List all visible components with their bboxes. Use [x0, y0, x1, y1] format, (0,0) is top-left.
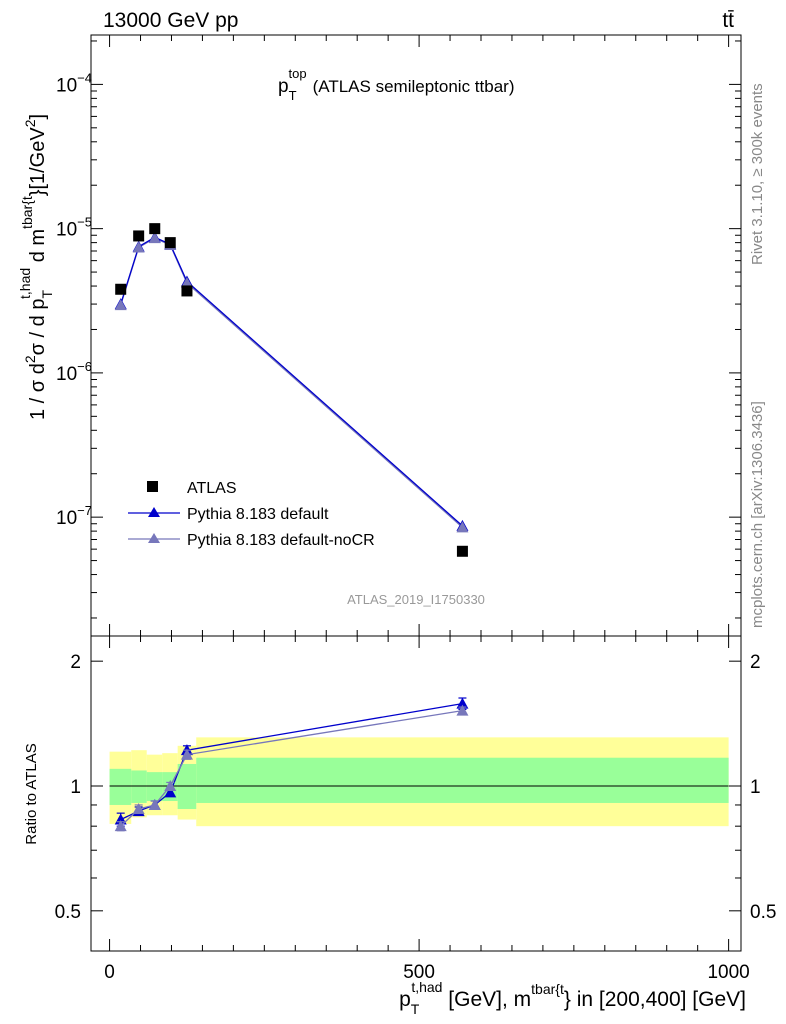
main-y-tick-label: 10−7	[56, 503, 92, 529]
ratio-point-nocr-4	[180, 748, 193, 760]
rivet-version-label: Rivet 3.1.10, ≥ 300k events	[749, 83, 766, 265]
ratio-point-nocr-5	[456, 704, 469, 716]
ratio-point-default-3	[164, 786, 177, 798]
main-y-tick-label: 10−4	[56, 70, 92, 96]
ratio-point-nocr-2	[148, 798, 161, 810]
main-point-nocr-2	[148, 232, 161, 244]
main-point-atlas-3	[164, 237, 176, 249]
x-axis-label: pTt,had [GeV], mtbar{t} in [200,400] [Ge…	[399, 979, 746, 1017]
ratio-y-tick-label-right: 2	[750, 652, 761, 673]
x-tick-label: 1000	[707, 962, 749, 983]
main-y-tick-label: 10−6	[56, 359, 92, 385]
main-point-atlas-4	[181, 285, 193, 297]
main-point-atlas-2	[149, 223, 161, 235]
plot-title: pTtop(ATLAS semileptonic ttbar)	[278, 66, 514, 103]
ratio-y-tick-label: 1	[70, 777, 81, 798]
main-point-nocr-1	[132, 241, 145, 253]
ratio-point-default-5	[456, 697, 469, 709]
ratio-point-nocr-3	[164, 779, 177, 791]
main-plot-frame: 10−4 10−5 10−6 10−7	[56, 34, 742, 637]
main-line-default	[120, 236, 463, 527]
band-inner-1	[131, 770, 147, 803]
main-point-nocr-4	[180, 276, 193, 288]
legend-default-marker	[148, 507, 160, 517]
ratio-y-tick-label-right: 1	[750, 777, 761, 798]
main-point-nocr-5	[456, 521, 469, 533]
legend-nocr-label: Pythia 8.183 default-noCR	[187, 532, 375, 549]
ratio-point-nocr-1	[132, 803, 145, 815]
band-inner-5	[196, 757, 729, 803]
legend-atlas-marker	[147, 481, 158, 492]
ratio-uncertainty-bands	[109, 737, 729, 827]
ratio-y-tick-label: 2	[70, 652, 81, 673]
header-process-label: tt̄	[722, 9, 734, 32]
x-tick-label: 0	[104, 962, 115, 983]
band-inner-4	[177, 763, 197, 810]
band-inner-0	[109, 768, 132, 805]
analysis-watermark: ATLAS_2019_I1750330	[347, 592, 485, 607]
ratio-y-tick-label-right: 0.5	[750, 902, 776, 923]
legend-default-label: Pythia 8.183 default	[187, 506, 329, 523]
x-tick-label: 500	[403, 962, 435, 983]
ratio-plot-border	[90, 635, 742, 952]
main-y-tick-label: 10−5	[56, 215, 92, 241]
main-line-nocr	[120, 237, 463, 528]
ratio-y-tick-label: 0.5	[55, 902, 81, 923]
legend-atlas-label: ATLAS	[187, 480, 237, 497]
band-inner-2	[146, 772, 163, 802]
main-point-atlas-0	[115, 283, 127, 295]
ratio-point-nocr-0	[114, 820, 127, 832]
main-point-atlas-5	[456, 545, 468, 557]
mcplots-source-label: mcplots.cern.ch [arXiv:1306.3436]	[749, 401, 766, 628]
main-point-atlas-1	[133, 230, 145, 242]
legend-nocr-marker	[148, 533, 160, 543]
legend: ATLAS Pythia 8.183 default Pythia 8.183 …	[128, 480, 375, 549]
main-point-nocr-0	[114, 299, 127, 311]
main-y-axis-label: 1 / σ d2σ / d pTt,had d mtbar{t}[1/GeV2]	[17, 114, 55, 420]
header-energy-label: 13000 GeV pp	[103, 9, 238, 32]
ratio-plot-frame: 0 500 1000 2 1 0.5 2 1 0.5	[55, 635, 776, 983]
ratio-y-axis-label: Ratio to ATLAS	[23, 743, 40, 844]
